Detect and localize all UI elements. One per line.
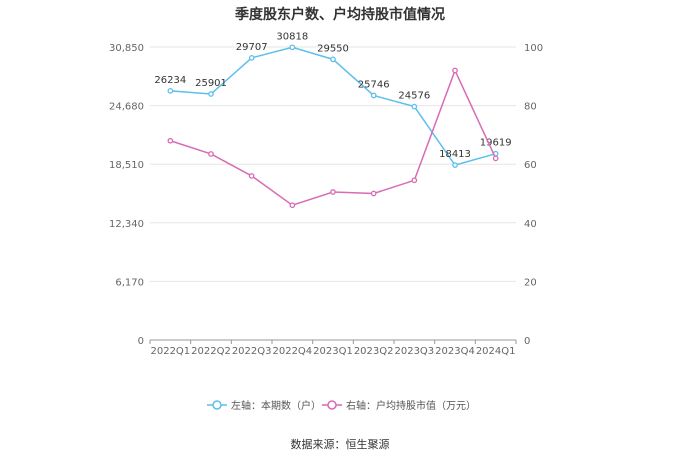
- data-label: 25746: [358, 79, 390, 90]
- left-axis-tick-label: 12,340: [109, 219, 144, 230]
- x-axis-tick-label: 2022Q2: [191, 346, 231, 357]
- legend-marker: [212, 400, 222, 410]
- data-label: 18413: [439, 149, 471, 160]
- data-label: 26234: [154, 75, 186, 86]
- data-point: [167, 87, 174, 94]
- right-axis-tick-label: 80: [524, 102, 537, 113]
- data-label: 24576: [398, 91, 430, 102]
- data-label: 29550: [317, 43, 349, 54]
- left-axis-tick-label: 30,850: [109, 43, 144, 54]
- data-point: [167, 137, 174, 144]
- data-point: [411, 103, 418, 110]
- series-line: [170, 46, 496, 166]
- x-axis-tick-label: 2022Q3: [232, 346, 272, 357]
- data-point: [330, 56, 336, 63]
- series-line: [170, 68, 497, 207]
- data-point: [330, 189, 336, 195]
- data-point: [452, 162, 458, 168]
- left-axis-tick-label: 6,170: [115, 277, 144, 288]
- right-axis-tick-label: 0: [524, 336, 530, 347]
- data-point: [452, 67, 458, 74]
- left-axis-tick-label: 0: [138, 336, 144, 347]
- data-point: [370, 92, 377, 99]
- data-point: [248, 173, 255, 179]
- data-point: [248, 55, 255, 61]
- x-axis-tick-label: 2023Q1: [313, 346, 353, 357]
- data-label: 25901: [195, 78, 227, 89]
- data-point: [208, 91, 214, 97]
- right-axis-tick-label: 60: [524, 160, 537, 171]
- data-point: [208, 151, 214, 157]
- data-label: 29707: [236, 42, 268, 53]
- data-point: [411, 177, 418, 184]
- x-axis-tick-label: 2022Q4: [272, 346, 312, 357]
- right-axis-tick-label: 40: [524, 219, 537, 230]
- legend-marker: [327, 400, 337, 410]
- legend-label: 左轴：本期数（户）: [231, 399, 321, 412]
- data-point: [370, 190, 377, 197]
- right-axis-tick-label: 20: [524, 277, 537, 288]
- data-label: 30818: [276, 31, 308, 42]
- chart-title: 季度股东户数、户均持股市值情况: [235, 7, 445, 23]
- x-axis-tick-label: 2023Q3: [394, 346, 434, 357]
- x-axis-tick-label: 2023Q4: [435, 346, 475, 357]
- x-axis-tick-label: 2024Q1: [476, 346, 516, 357]
- x-axis-tick-label: 2023Q2: [354, 346, 394, 357]
- x-axis-tick-label: 2022Q1: [150, 346, 190, 357]
- data-point: [289, 202, 296, 209]
- data-label: 19619: [480, 138, 512, 149]
- left-axis-tick-label: 18,510: [109, 160, 144, 171]
- data-point: [492, 155, 499, 162]
- source-note: 数据来源：恒生聚源: [290, 438, 390, 451]
- legend-label: 右轴：户均持股市值（万元）: [346, 399, 476, 412]
- data-point: [289, 44, 296, 51]
- left-axis-tick-label: 24,680: [109, 102, 144, 113]
- right-axis-tick-label: 100: [524, 43, 543, 54]
